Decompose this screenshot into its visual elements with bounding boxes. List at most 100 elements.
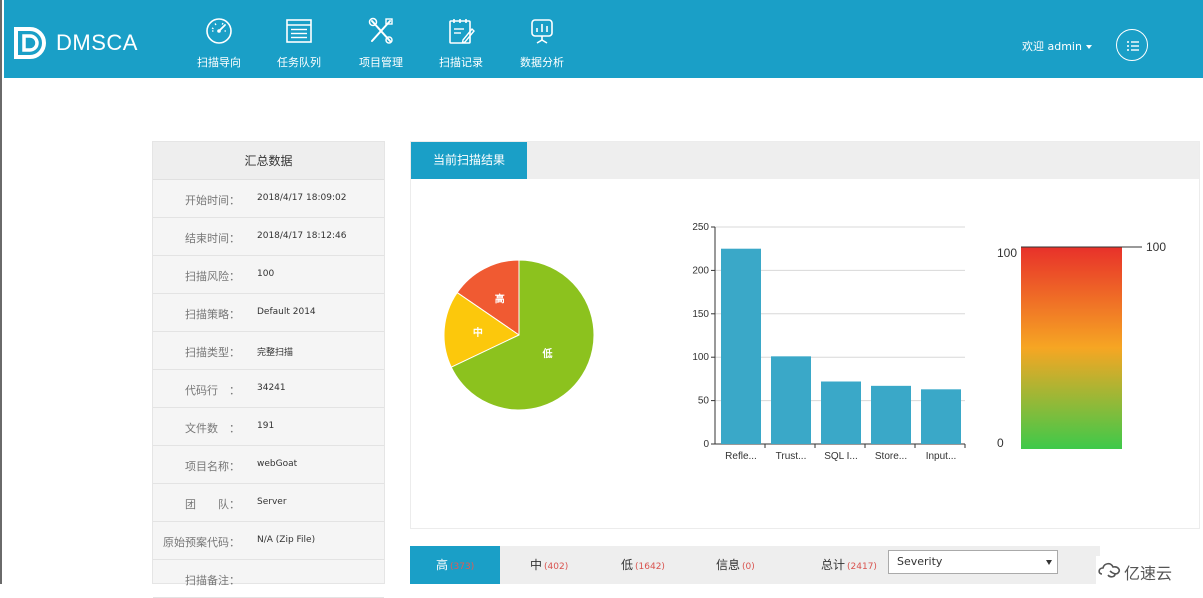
tab-severity-high[interactable]: 高 (373)	[410, 546, 500, 584]
pie-slice-label: 中	[473, 326, 483, 339]
summary-row-value: 2018/4/17 18:12:46	[257, 231, 347, 241]
result-panel: 当前扫描结果 高中低 0 50 100 150 200 250 Refle... Trust.…	[410, 141, 1200, 529]
summary-row-value: Default 2014	[257, 307, 316, 317]
tab-label: 信息	[716, 558, 741, 572]
nav-label: 任务队列	[277, 56, 321, 69]
summary-row-key: 开始时间：	[185, 194, 240, 207]
nav-scan-guide[interactable]: 扫描导向	[184, 16, 254, 72]
summary-row-key: 团 队：	[185, 498, 240, 511]
summary-row-value: Server	[257, 497, 287, 507]
nav-label: 数据分析	[520, 56, 564, 69]
presentation-chart-icon	[531, 19, 553, 44]
summary-row-key: 扫描风险：	[185, 270, 240, 283]
summary-row-key: 文件数 ：	[185, 422, 240, 435]
tab-count: (373)	[450, 562, 475, 572]
bar[interactable]	[921, 389, 961, 444]
pie-slice[interactable]	[456, 259, 520, 336]
y-tick-label: 50	[698, 396, 710, 407]
summary-row: 代码行 ： 34241	[153, 370, 384, 408]
gauge-bar	[1021, 247, 1122, 449]
gauge-min-label: 0	[997, 436, 1004, 450]
summary-row-value: 191	[257, 421, 275, 431]
summary-row-value: 34241	[257, 383, 286, 393]
summary-row: 扫描备注：	[153, 560, 384, 598]
top-navbar: DMSCA 扫描导向 任务队列	[4, 0, 1203, 78]
vulnerability-bar-chart: 0 50 100 150 200 250 Refle... Trust... SQL I... S…	[692, 222, 966, 462]
tab-severity-medium[interactable]: 中 (402)	[530, 546, 568, 584]
summary-row-key: 原始预案代码：	[163, 536, 240, 549]
risk-gauge-chart: 100 0 100	[997, 240, 1166, 450]
user-menu[interactable]: 欢迎 admin	[1022, 38, 1092, 54]
nav-project-management[interactable]: 项目管理	[346, 16, 416, 72]
user-greeting: 欢迎 admin	[1022, 40, 1082, 53]
bar[interactable]	[771, 356, 811, 444]
nav-label: 项目管理	[359, 56, 403, 69]
summary-title: 汇总数据	[153, 142, 384, 180]
bar[interactable]	[871, 385, 911, 444]
summary-row-value: N/A (Zip File)	[257, 535, 316, 545]
summary-row: 扫描策略： Default 2014	[153, 294, 384, 332]
summary-row: 团 队： Server	[153, 484, 384, 522]
tab-count: (2417)	[847, 562, 877, 572]
bar[interactable]	[821, 381, 861, 444]
gauge-value-label: 100	[1146, 240, 1166, 254]
tab-count: (0)	[742, 562, 755, 572]
summary-row-key: 扫描策略：	[185, 308, 240, 321]
list-icon	[1127, 41, 1139, 51]
watermark-text: 亿速云	[1124, 564, 1173, 583]
gauge-max-label: 100	[997, 246, 1017, 260]
pie-slice-label: 低	[542, 347, 553, 360]
tab-label: 总计	[821, 558, 846, 572]
brand-name[interactable]: DMSCA	[56, 30, 138, 55]
pie-slice-label: 高	[495, 293, 505, 306]
x-tick-label: Refle...	[725, 451, 757, 462]
y-tick-label: 100	[692, 352, 709, 363]
nav-label: 扫描记录	[439, 56, 483, 69]
summary-row-key: 代码行 ：	[185, 384, 240, 397]
summary-row-key: 扫描备注：	[185, 574, 240, 587]
summary-row-key: 项目名称：	[185, 460, 240, 473]
nav-task-queue[interactable]: 任务队列	[264, 16, 334, 72]
summary-row: 文件数 ： 191	[153, 408, 384, 446]
dmsca-logo-icon	[14, 27, 46, 59]
cloud-logo-icon	[1098, 562, 1120, 578]
nav-label: 扫描导向	[197, 56, 241, 69]
sort-select[interactable]: Severity	[888, 550, 1058, 574]
summary-row: 原始预案代码： N/A (Zip File)	[153, 522, 384, 560]
result-tab-bar: 当前扫描结果	[411, 142, 1199, 179]
tab-severity-total[interactable]: 总计 (2417)	[821, 546, 877, 584]
pie-slice[interactable]	[450, 259, 595, 411]
nav-scan-records[interactable]: 扫描记录	[426, 16, 496, 72]
y-tick-label: 0	[703, 439, 709, 450]
summary-rows: 开始时间： 2018/4/17 18:09:02 结束时间： 2018/4/17 18…	[153, 180, 384, 598]
tab-current-scan-results[interactable]: 当前扫描结果	[411, 142, 527, 179]
summary-row-value: 完整扫描	[257, 348, 294, 358]
summary-row-key: 扫描类型：	[185, 346, 240, 359]
tab-count: (1642)	[635, 562, 665, 572]
tab-label: 低	[621, 558, 634, 572]
summary-row: 开始时间： 2018/4/17 18:09:02	[153, 180, 384, 218]
summary-row-value: 100	[257, 269, 275, 279]
summary-row-value: 2018/4/17 18:09:02	[257, 193, 347, 203]
tab-severity-low[interactable]: 低 (1642)	[621, 546, 665, 584]
x-tick-label: Input...	[926, 451, 957, 462]
x-tick-label: Store...	[875, 451, 907, 462]
pie-slice[interactable]	[443, 291, 520, 368]
y-tick-label: 150	[692, 309, 709, 320]
tab-severity-info[interactable]: 信息 (0)	[716, 546, 755, 584]
chevron-down-icon	[1046, 560, 1052, 565]
summary-row-key: 结束时间：	[185, 232, 240, 245]
nav-data-analysis[interactable]: 数据分析	[507, 16, 577, 72]
queue-list-icon	[286, 19, 312, 43]
menu-button[interactable]	[1116, 29, 1148, 61]
y-tick-label: 250	[692, 222, 709, 233]
summary-row: 结束时间： 2018/4/17 18:12:46	[153, 218, 384, 256]
summary-panel: 汇总数据 开始时间： 2018/4/17 18:09:02 结束时间： 2018/4/…	[152, 141, 385, 598]
summary-row-value: webGoat	[257, 459, 298, 469]
tab-count: (402)	[544, 562, 569, 572]
severity-pie-chart: 高中低	[443, 259, 595, 411]
bar[interactable]	[721, 248, 761, 444]
tab-label: 中	[530, 558, 543, 572]
record-edit-icon	[449, 19, 475, 44]
gauge-icon	[206, 18, 232, 44]
